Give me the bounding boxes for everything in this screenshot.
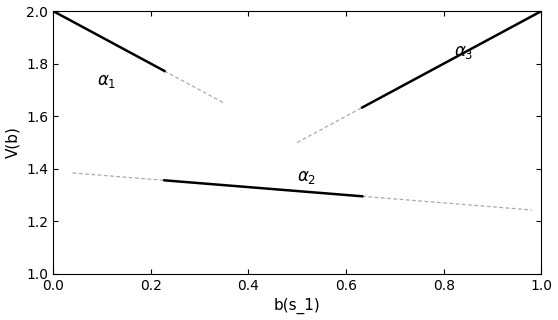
Y-axis label: V(b): V(b) bbox=[6, 126, 21, 158]
Text: $\alpha_1$: $\alpha_1$ bbox=[97, 72, 117, 90]
Text: $\alpha_2$: $\alpha_2$ bbox=[297, 168, 316, 186]
Text: $\alpha_3$: $\alpha_3$ bbox=[454, 43, 473, 61]
X-axis label: b(s_1): b(s_1) bbox=[274, 298, 321, 315]
